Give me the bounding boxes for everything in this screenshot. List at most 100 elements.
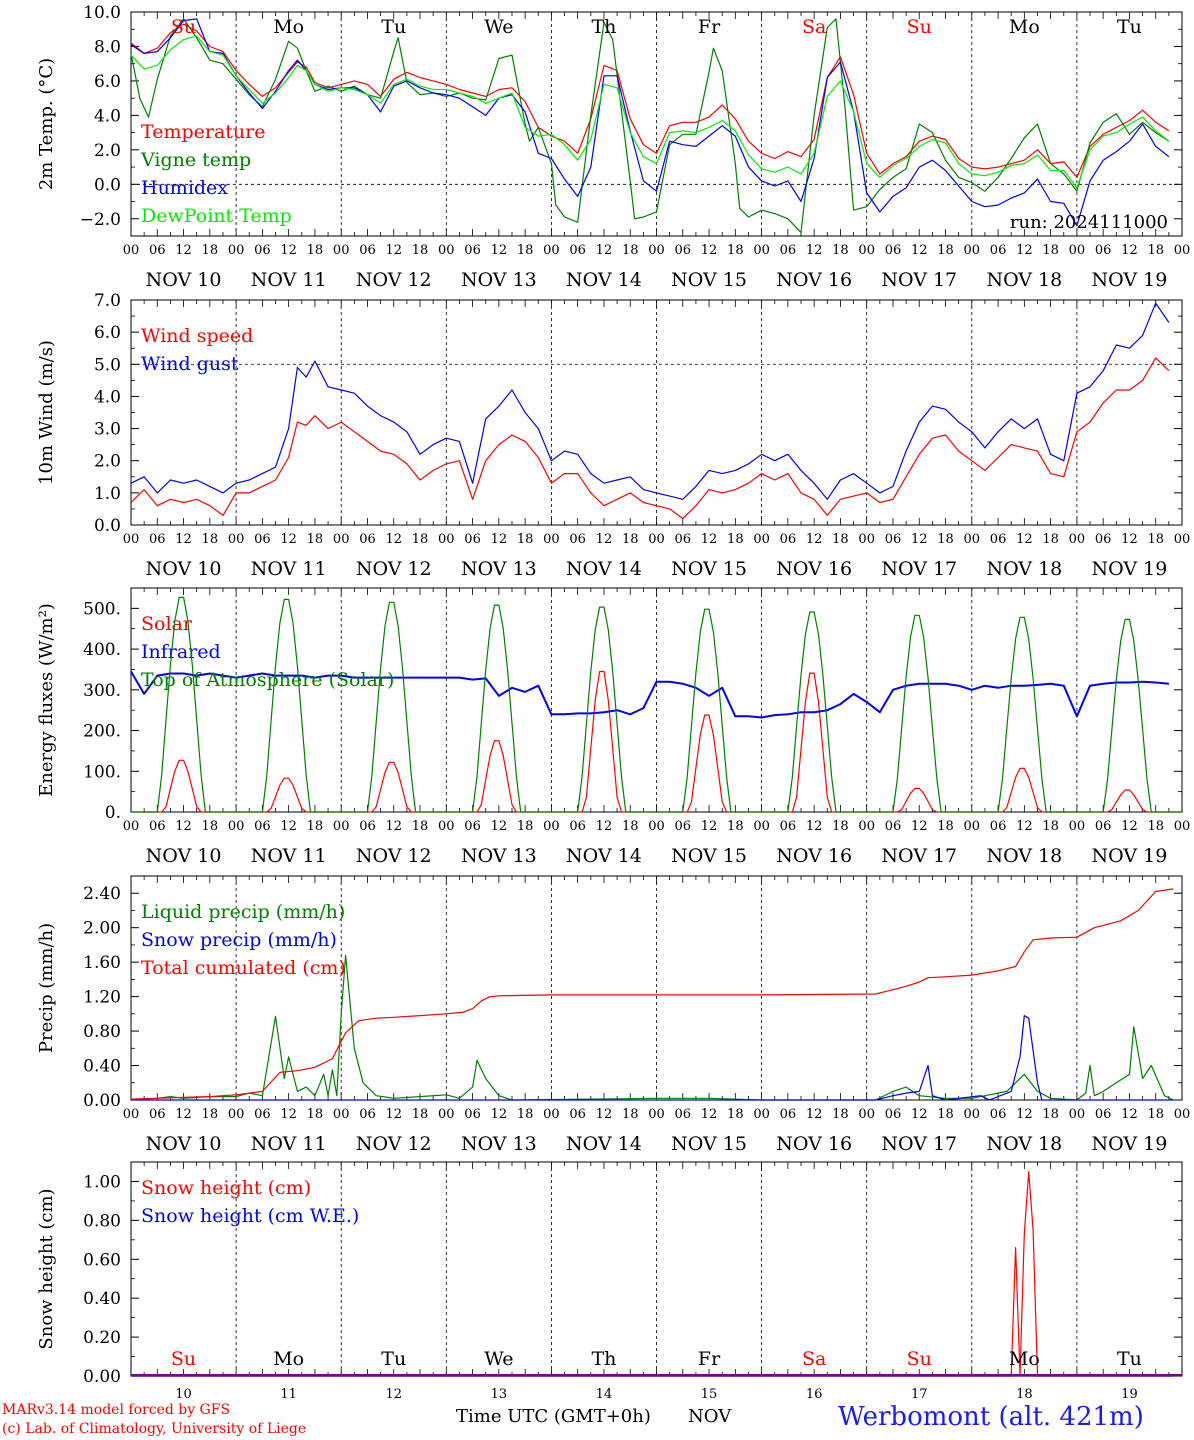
x-tick-label: 18 [412, 532, 429, 547]
y-tick-label: 0.40 [83, 1057, 121, 1077]
x-tick-label: 18 [412, 1107, 429, 1122]
date-label: NOV 10 [146, 269, 222, 291]
x-tick-label: 06 [990, 819, 1007, 834]
x-tick-label: 12 [280, 532, 297, 547]
weekday-label: Fr [698, 1348, 721, 1370]
series-line [130, 357, 1170, 520]
date-label: NOV 12 [356, 1133, 432, 1155]
series-line [131, 1015, 1174, 1101]
x-tick-label: 12 [491, 532, 508, 547]
x-tick-label: 18 [832, 243, 849, 258]
x-tick-label: 00 [543, 243, 560, 258]
legend-entry: Wind speed [141, 325, 253, 347]
x-tick-label: 00 [964, 819, 981, 834]
y-tick-label: 2.40 [83, 884, 121, 904]
date-label: NOV 11 [251, 269, 327, 291]
x-tick-label: 00 [858, 819, 875, 834]
day-number: 13 [491, 1387, 508, 1402]
chart-panel-3: 0. 100. 200. 300. 400. 500. Energy fluxes (W/m… [36, 587, 1191, 867]
x-tick-label: 18 [202, 819, 219, 834]
x-tick-label: 12 [175, 819, 192, 834]
date-label: NOV 19 [1092, 1133, 1168, 1155]
x-tick-label: 12 [596, 819, 613, 834]
x-tick-label: 00 [753, 243, 770, 258]
x-tick-label: 06 [254, 532, 271, 547]
x-tick-label: 06 [464, 1107, 481, 1122]
x-tick-label: 18 [517, 243, 534, 258]
x-tick-label: 00 [1174, 819, 1191, 834]
date-label: NOV 12 [356, 269, 432, 291]
x-tick-label: 12 [701, 532, 718, 547]
x-tick-label: 18 [937, 819, 954, 834]
chart-panel-1: −2.0 0.0 2.0 4.0 6.0 8.0 10.0 2m Temp. (°C) 00 06… [36, 3, 1190, 291]
x-tick-label: 18 [622, 819, 639, 834]
x-tick-label: 06 [254, 243, 271, 258]
weekday-label: Th [591, 16, 616, 38]
x-tick-label: 12 [385, 819, 402, 834]
x-tick-label: 18 [1042, 532, 1059, 547]
y-tick-label: 300. [83, 681, 121, 701]
weekday-label: Mo [273, 16, 304, 38]
day-number: 18 [1016, 1387, 1033, 1402]
x-tick-label: 00 [333, 243, 350, 258]
x-tick-label: 00 [228, 532, 245, 547]
y-tick-label: 0.80 [83, 1211, 121, 1231]
x-tick-label: 18 [307, 819, 324, 834]
y-tick-label: 0.40 [83, 1289, 121, 1309]
y-tick-label: 100. [83, 762, 121, 782]
day-number: 10 [175, 1387, 192, 1402]
date-label: NOV 17 [881, 269, 957, 291]
x-tick-label: 06 [990, 243, 1007, 258]
day-number: 14 [596, 1387, 613, 1402]
x-tick-label: 18 [1042, 243, 1059, 258]
x-tick-label: 06 [359, 819, 376, 834]
x-tick-label: 06 [885, 532, 902, 547]
y-tick-label: 1.0 [94, 484, 121, 504]
x-tick-label: 00 [123, 819, 140, 834]
weekday-label: Tu [1117, 1348, 1142, 1370]
x-tick-label: 18 [937, 532, 954, 547]
x-tick-label: 18 [1147, 243, 1164, 258]
x-tick-label: 06 [1095, 819, 1112, 834]
date-label: NOV 14 [566, 269, 642, 291]
date-label: NOV 18 [986, 845, 1062, 867]
legend-entry: Infrared [141, 641, 221, 663]
y-axis-title: Energy fluxes (W/m²) [36, 603, 57, 797]
day-number: 16 [806, 1387, 823, 1402]
x-tick-label: 12 [596, 532, 613, 547]
x-tick-label: 06 [675, 819, 692, 834]
weekday-label: Tu [1117, 16, 1142, 38]
x-tick-label: 06 [569, 819, 586, 834]
y-tick-label: 0.0 [94, 175, 121, 195]
x-tick-label: 06 [990, 532, 1007, 547]
y-tick-label: 1.20 [83, 988, 121, 1008]
station-name: Werbomont (alt. 421m) [838, 1402, 1144, 1432]
x-tick-label: 12 [911, 1107, 928, 1122]
x-tick-label: 00 [753, 532, 770, 547]
x-tick-label: 18 [412, 819, 429, 834]
date-label: NOV 19 [1092, 558, 1168, 580]
x-tick-label: 12 [701, 819, 718, 834]
x-tick-label: 18 [202, 532, 219, 547]
weekday-label: Tu [381, 1348, 406, 1370]
x-tick-label: 06 [990, 1107, 1007, 1122]
x-tick-label: 06 [149, 819, 166, 834]
legend-entry: Solar [141, 613, 193, 635]
day-number: 19 [1121, 1387, 1138, 1402]
x-tick-label: 06 [675, 243, 692, 258]
weekday-label: Th [591, 1348, 616, 1370]
x-tick-label: 18 [307, 532, 324, 547]
x-tick-label: 12 [911, 243, 928, 258]
x-tick-label: 06 [780, 819, 797, 834]
x-axis-title: Time UTC (GMT+0h) [456, 1406, 651, 1427]
date-label: NOV 16 [776, 269, 852, 291]
x-tick-label: 12 [385, 243, 402, 258]
legend-entry: Snow height (cm W.E.) [141, 1205, 359, 1227]
x-tick-label: 06 [359, 532, 376, 547]
x-tick-label: 06 [780, 243, 797, 258]
x-tick-label: 12 [1016, 1107, 1033, 1122]
x-tick-label: 12 [175, 532, 192, 547]
x-tick-label: 06 [780, 532, 797, 547]
x-tick-label: 12 [911, 819, 928, 834]
